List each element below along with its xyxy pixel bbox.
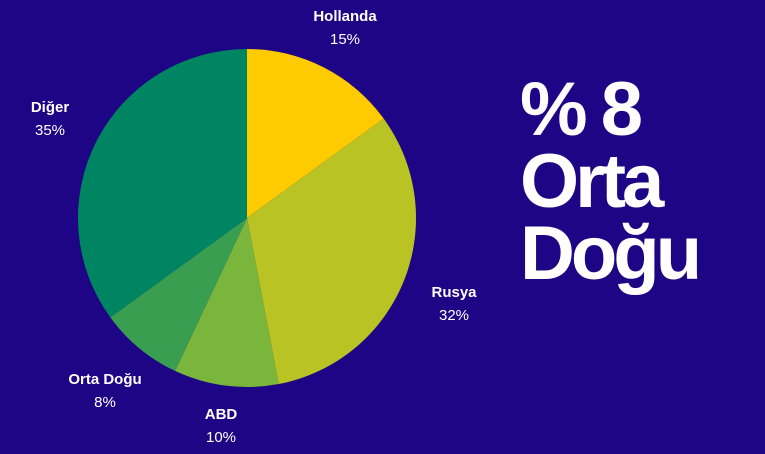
slice-value-label: 15% bbox=[330, 31, 360, 48]
headline-line-3: Doğu bbox=[520, 211, 702, 296]
pie-slice-diğer bbox=[78, 48, 248, 318]
pie-slice-abd bbox=[175, 218, 279, 388]
slice-label: Hollanda bbox=[313, 8, 377, 25]
slice-value-label: 32% bbox=[439, 307, 469, 324]
slice-label: ABD bbox=[205, 406, 238, 423]
headline-line-1: % 8 bbox=[520, 67, 643, 152]
slice-value-label: 8% bbox=[94, 394, 116, 411]
pie-slice-orta-doğu bbox=[110, 218, 247, 371]
slice-label: Rusya bbox=[431, 284, 477, 301]
headline-line-2: Orta bbox=[520, 139, 664, 224]
pie-slices bbox=[78, 48, 417, 388]
pie-slice-hollanda bbox=[247, 49, 384, 218]
pie-labels: Hollanda 15% Rusya 32% ABD 10% Orta Doğu 8% Diğe… bbox=[31, 8, 477, 446]
slice-value-label: 10% bbox=[206, 429, 236, 446]
slice-label: Diğer bbox=[31, 99, 70, 116]
slice-label: Orta Doğu bbox=[68, 371, 141, 388]
pie-slice-rusya bbox=[247, 118, 417, 385]
headline: % 8 Orta Doğu bbox=[520, 67, 702, 296]
slice-value-label: 35% bbox=[35, 122, 65, 139]
